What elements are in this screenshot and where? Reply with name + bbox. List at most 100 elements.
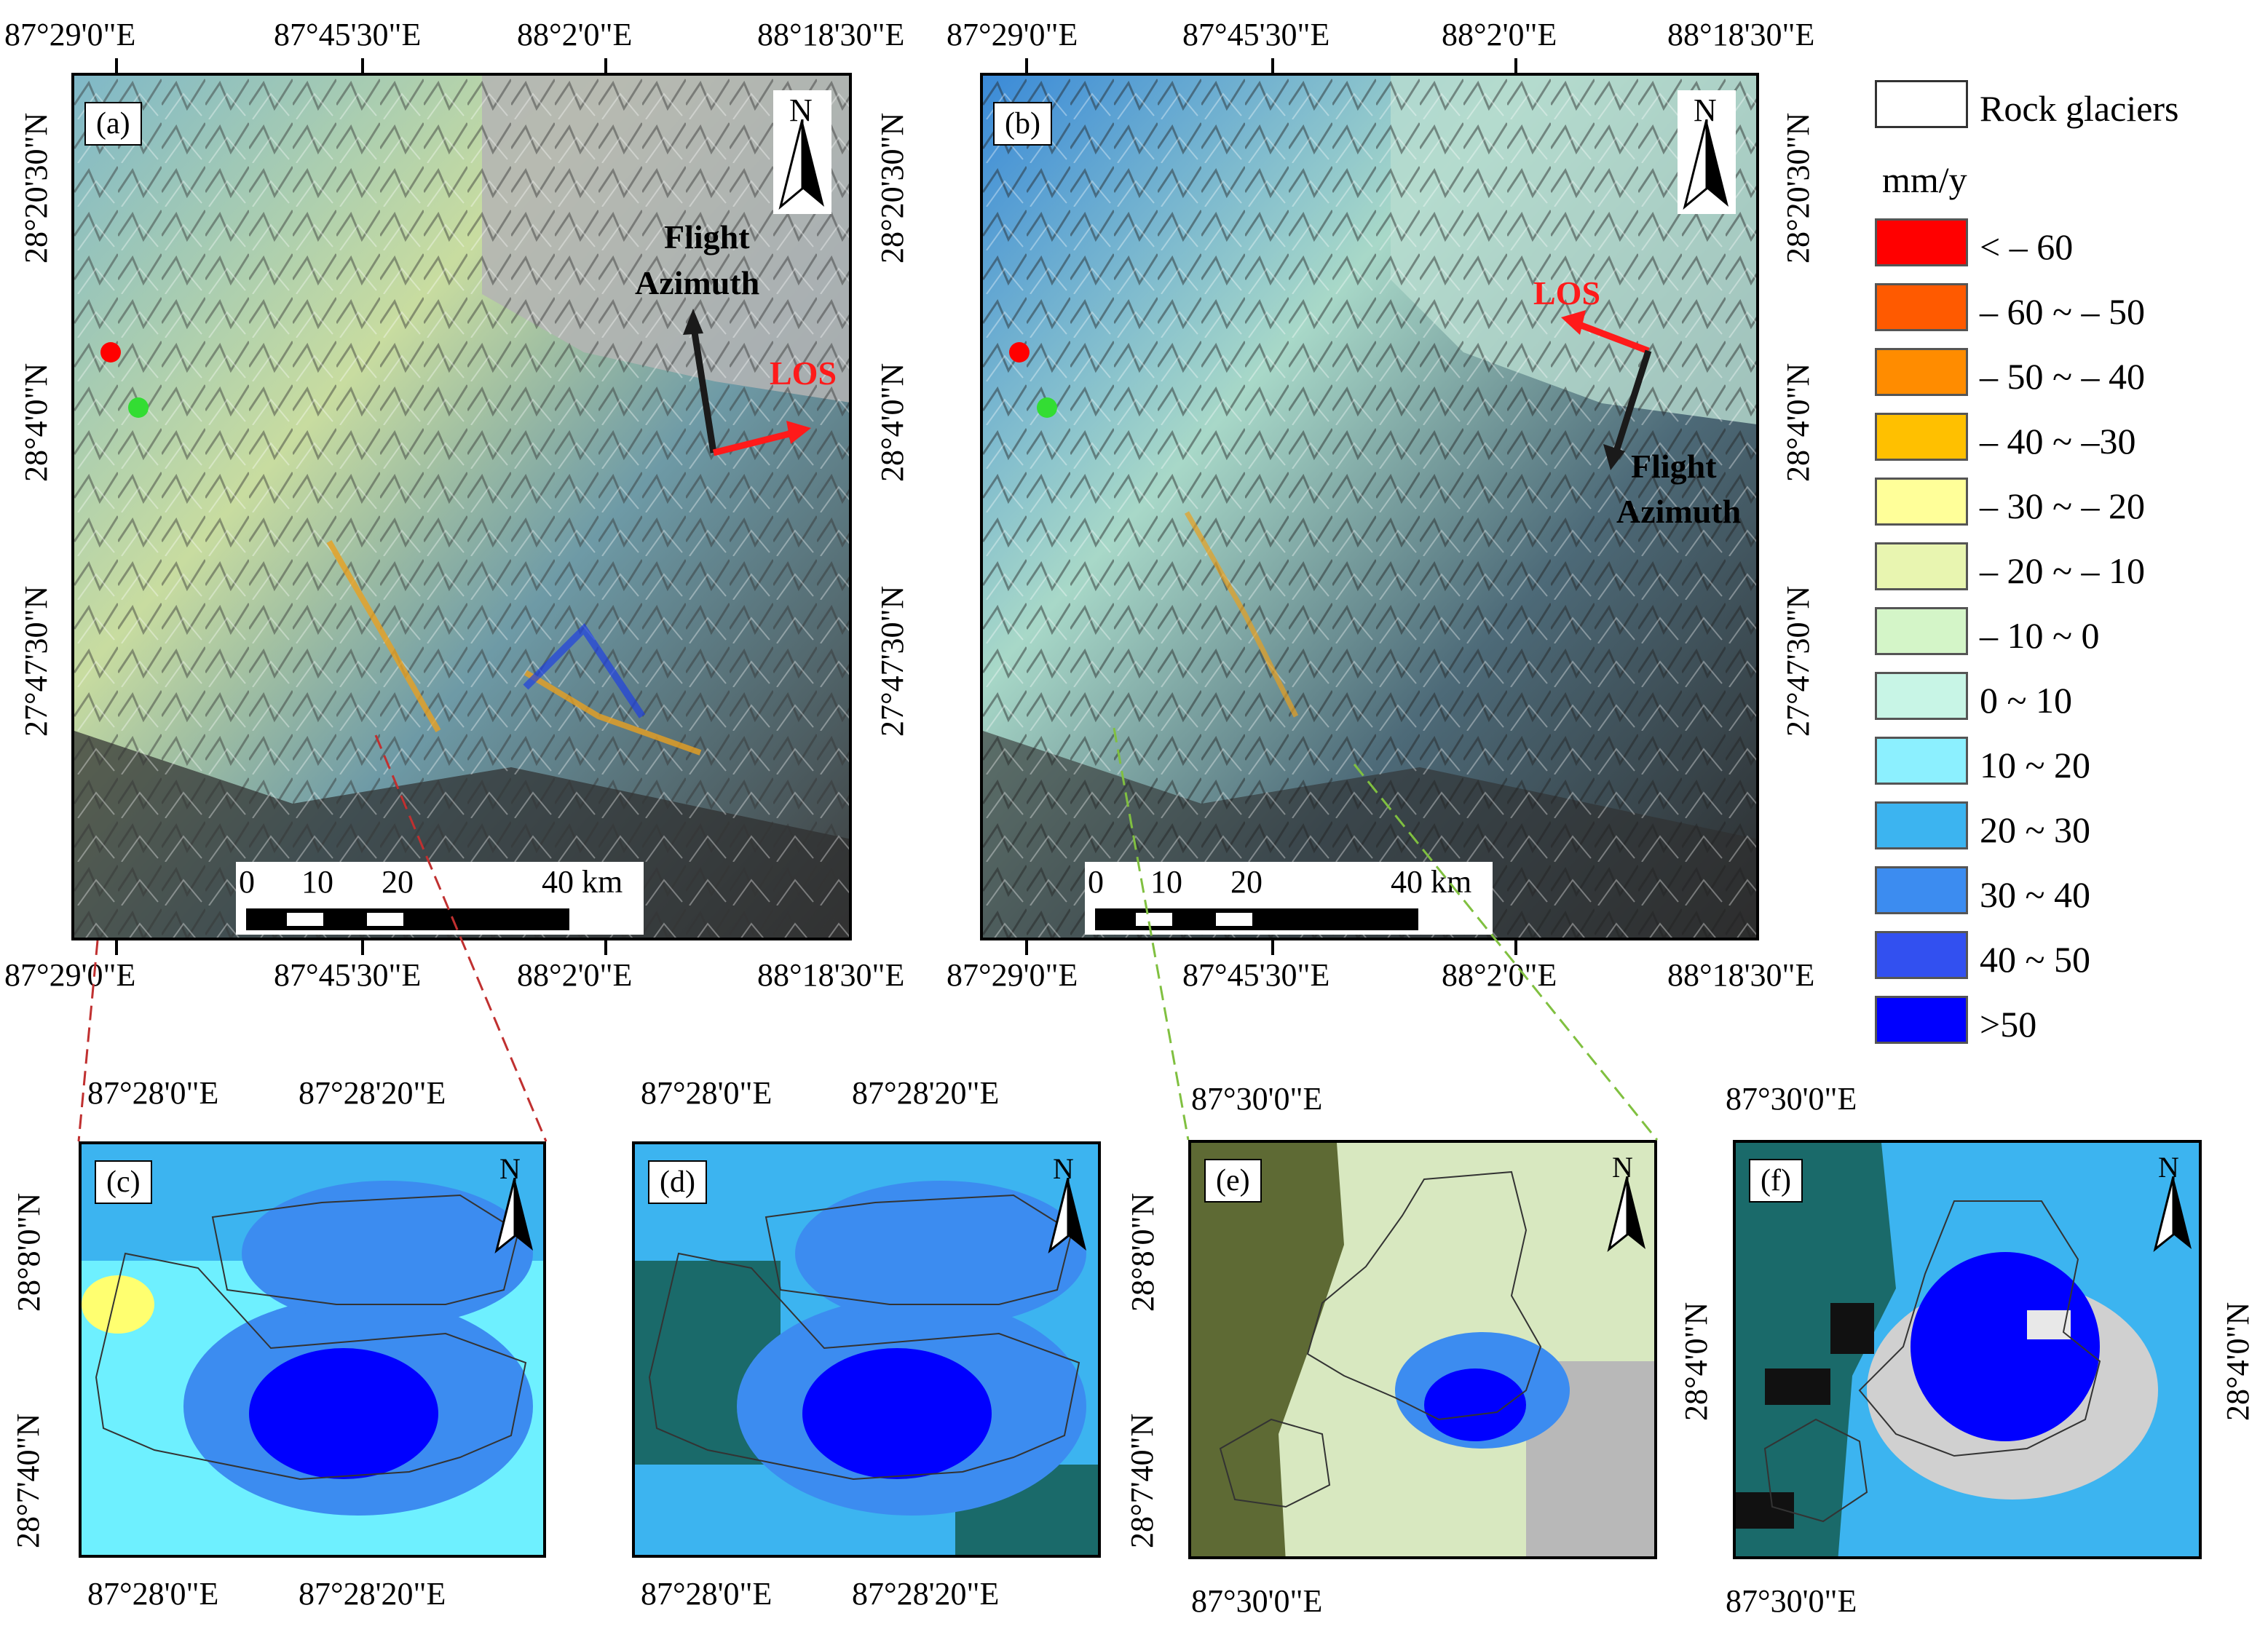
b-azimuth-text: Azimuth xyxy=(1616,493,1742,530)
coord-label: 87°28'20"E xyxy=(299,1576,446,1612)
legend-class-item: 10 ~ 20 xyxy=(1875,737,2268,791)
coord-label: 87°28'0"E xyxy=(641,1075,773,1111)
legend-outline-item: Rock glaciers xyxy=(1875,80,2268,134)
red-point-a xyxy=(100,342,121,363)
coord-label: 87°28'20"E xyxy=(852,1576,1000,1612)
legend-color-swatch xyxy=(1875,607,1968,655)
panel-label-e: (e) xyxy=(1204,1159,1262,1203)
a-azimuth-text: Azimuth xyxy=(635,264,760,301)
panel-label-d: (d) xyxy=(648,1160,707,1204)
coord-label: 87°29'0"E xyxy=(947,957,1078,993)
legend-class-item: – 30 ~ – 20 xyxy=(1875,478,2268,531)
coord-label: 87°28'0"E xyxy=(87,1075,219,1111)
map-panel-a: (a) N Flight Azimuth LOS 0 10 20 40 km xyxy=(71,73,852,940)
coord-label: 28°7'40"N xyxy=(10,1413,46,1548)
legend-class-label: – 40 ~ –30 xyxy=(1980,421,2136,462)
legend-class-label: 20 ~ 30 xyxy=(1980,809,2091,850)
legend-class-item: 0 ~ 10 xyxy=(1875,672,2268,726)
legend-color-swatch xyxy=(1875,931,1968,979)
coord-label: 28°20'30"N xyxy=(874,112,910,264)
scalebar-a: 0 10 20 40 km xyxy=(236,862,644,935)
panel-label-b: (b) xyxy=(993,102,1052,146)
coord-label: 28°4'0"N xyxy=(2220,1302,2256,1421)
tick xyxy=(1514,940,1517,955)
a-los-text: LOS xyxy=(770,354,837,392)
scalebar-b: 0 10 20 40 km xyxy=(1085,862,1493,935)
legend-class-label: 0 ~ 10 xyxy=(1980,680,2073,721)
legend-class-label: 10 ~ 20 xyxy=(1980,745,2091,785)
north-arrow-a: N xyxy=(773,90,831,214)
legend-class-item: – 50 ~ – 40 xyxy=(1875,348,2268,402)
map-a-terrain xyxy=(74,76,849,938)
legend-class-item: – 10 ~ 0 xyxy=(1875,607,2268,661)
tick xyxy=(115,940,118,955)
coord-label: 87°30'0"E xyxy=(1726,1081,1857,1117)
legend-color-swatch xyxy=(1875,542,1968,590)
tick xyxy=(115,58,118,73)
coord-label: 87°28'20"E xyxy=(299,1075,446,1111)
coord-label: 27°47'30"N xyxy=(874,585,910,737)
legend-class-label: 40 ~ 50 xyxy=(1980,939,2091,980)
coord-label: 88°18'30"E xyxy=(1667,17,1815,52)
legend-color-swatch xyxy=(1875,801,1968,849)
coord-label: 28°7'40"N xyxy=(1124,1413,1160,1548)
coord-label: 88°18'30"E xyxy=(757,957,905,993)
legend-class-label: – 20 ~ – 10 xyxy=(1980,550,2146,591)
coord-label: 28°4'0"N xyxy=(874,363,910,482)
north-arrow-f: N xyxy=(2148,1150,2199,1252)
coord-label: 87°28'20"E xyxy=(852,1075,1000,1111)
tick xyxy=(1025,58,1028,73)
legend-class-label: – 30 ~ – 20 xyxy=(1980,486,2146,526)
panel-label-f: (f) xyxy=(1749,1159,1803,1203)
inset-panel-f: (f) N xyxy=(1733,1140,2202,1559)
legend-class-label: – 60 ~ – 50 xyxy=(1980,291,2146,332)
coord-label: 88°18'30"E xyxy=(757,17,905,52)
coord-label: 87°29'0"E xyxy=(947,17,1078,52)
coord-label: 28°4'0"N xyxy=(1678,1302,1714,1421)
north-arrow-e: N xyxy=(1602,1150,1653,1252)
b-arrows xyxy=(1561,310,1652,470)
tick xyxy=(1271,58,1274,73)
a-flight-text: Flight xyxy=(664,218,750,256)
legend-class-label: < – 60 xyxy=(1980,226,2074,267)
tick xyxy=(361,58,364,73)
coord-label: 87°30'0"E xyxy=(1191,1081,1323,1117)
legend-class-item: 30 ~ 40 xyxy=(1875,866,2268,920)
inset-e-raster xyxy=(1191,1143,1654,1556)
panel-label-c: (c) xyxy=(95,1160,152,1204)
legend-class-item: – 20 ~ – 10 xyxy=(1875,542,2268,596)
map-panel-b: (b) N LOS Flight Azimuth 0 10 20 40 km xyxy=(980,73,1759,940)
tick xyxy=(604,58,607,73)
red-point-b xyxy=(1009,342,1030,363)
legend-color-swatch xyxy=(1875,672,1968,720)
inset-panel-c: (c) N xyxy=(79,1141,546,1558)
coord-label: 88°2'0"E xyxy=(1442,17,1557,52)
north-arrow-d: N xyxy=(1043,1152,1094,1253)
legend-color-swatch xyxy=(1875,866,1968,914)
inset-c-raster xyxy=(82,1144,543,1555)
legend-color-swatch xyxy=(1875,737,1968,785)
inset-d-raster xyxy=(635,1144,1098,1555)
coord-label: 87°28'0"E xyxy=(87,1576,219,1612)
inset-panel-e: (e) N xyxy=(1188,1140,1657,1559)
north-arrow-b: N xyxy=(1678,90,1736,214)
green-point-b xyxy=(1037,397,1057,418)
coord-label: 27°47'30"N xyxy=(1780,585,1816,737)
legend-class-item: < – 60 xyxy=(1875,218,2268,272)
coord-label: 88°2'0"E xyxy=(1442,957,1557,993)
legend-class-item: – 40 ~ –30 xyxy=(1875,413,2268,467)
coord-label: 87°29'0"E xyxy=(4,957,136,993)
coord-label: 87°45'30"E xyxy=(1182,17,1330,52)
b-los-text: LOS xyxy=(1533,274,1601,312)
legend-class-item: 40 ~ 50 xyxy=(1875,931,2268,985)
legend-color-swatch xyxy=(1875,283,1968,331)
coord-label: 87°30'0"E xyxy=(1726,1583,1857,1619)
inset-panel-d: (d) N xyxy=(632,1141,1101,1558)
coord-label: 87°45'30"E xyxy=(274,957,422,993)
panel-label-a: (a) xyxy=(84,102,142,146)
coord-label: 87°45'30"E xyxy=(1182,957,1330,993)
green-point-a xyxy=(128,397,149,418)
coord-label: 88°2'0"E xyxy=(517,17,633,52)
legend-class-item: >50 xyxy=(1875,996,2268,1050)
legend-color-swatch xyxy=(1875,996,1968,1044)
